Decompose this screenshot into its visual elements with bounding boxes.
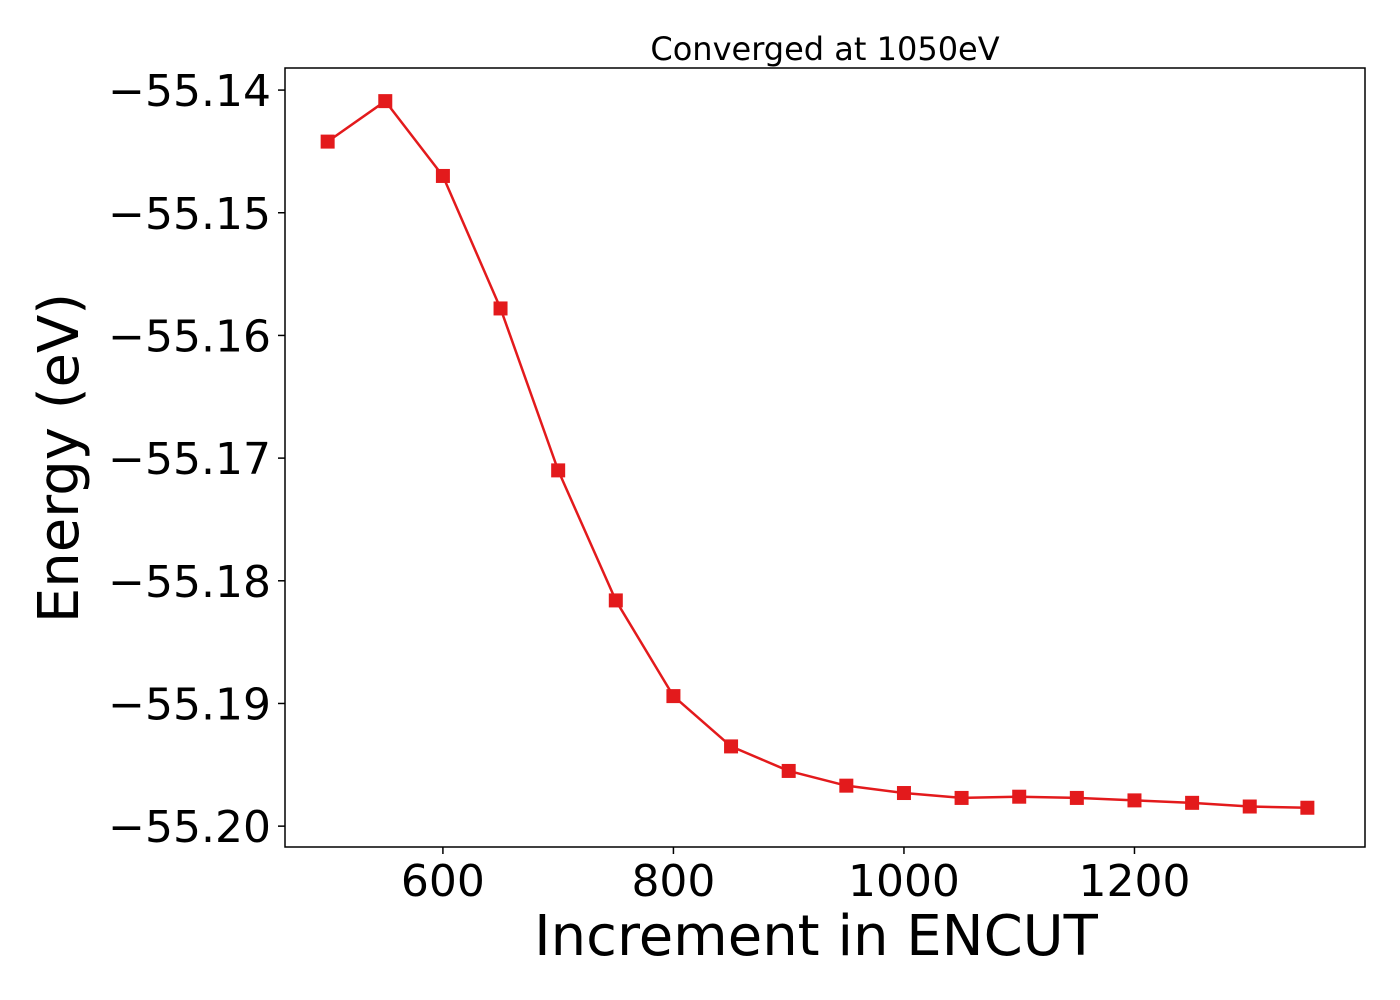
data-point-marker	[724, 739, 739, 754]
data-point-marker	[551, 463, 566, 478]
data-point-marker	[1069, 790, 1084, 805]
data-point-marker	[1127, 793, 1142, 808]
y-tick-label: −55.15	[108, 189, 271, 240]
data-point-marker	[493, 301, 508, 316]
y-axis: −55.14 −55.15 −55.16 −55.17 −55.18 −55.19 −55.…	[108, 66, 285, 853]
x-tick-label: 600	[401, 856, 485, 907]
data-point-marker	[1185, 795, 1200, 810]
y-axis-label: Energy (eV)	[27, 293, 92, 623]
x-tick-label: 800	[631, 856, 715, 907]
data-point-marker	[435, 168, 450, 183]
y-tick-label: −55.14	[108, 66, 271, 117]
y-tick-label: −55.18	[108, 557, 271, 608]
data-point-marker	[1242, 799, 1257, 814]
y-tick-label: −55.19	[108, 679, 271, 730]
series-line	[326, 99, 1308, 809]
data-point-marker	[954, 790, 969, 805]
y-tick-label: −55.16	[108, 311, 271, 362]
series-layer	[320, 94, 1315, 815]
data-point-marker	[1012, 789, 1027, 804]
data-point-marker	[781, 763, 796, 778]
data-point-marker	[666, 689, 681, 704]
data-point-marker	[839, 778, 854, 793]
data-point-marker	[896, 786, 911, 801]
data-point-marker	[320, 134, 335, 149]
y-tick-label: −55.17	[108, 434, 271, 485]
chart-title: Converged at 1050eV	[650, 30, 999, 68]
data-point-marker	[608, 593, 623, 608]
y-tick-label: −55.20	[108, 802, 271, 853]
x-axis: 600 800 1000 1200	[401, 847, 1190, 907]
x-axis-label: Increment in ENCUT	[534, 904, 1099, 969]
x-tick-label: 1000	[848, 856, 960, 907]
data-point-marker	[378, 94, 393, 109]
data-point-marker	[1300, 800, 1315, 815]
x-tick-label: 1200	[1078, 856, 1190, 907]
